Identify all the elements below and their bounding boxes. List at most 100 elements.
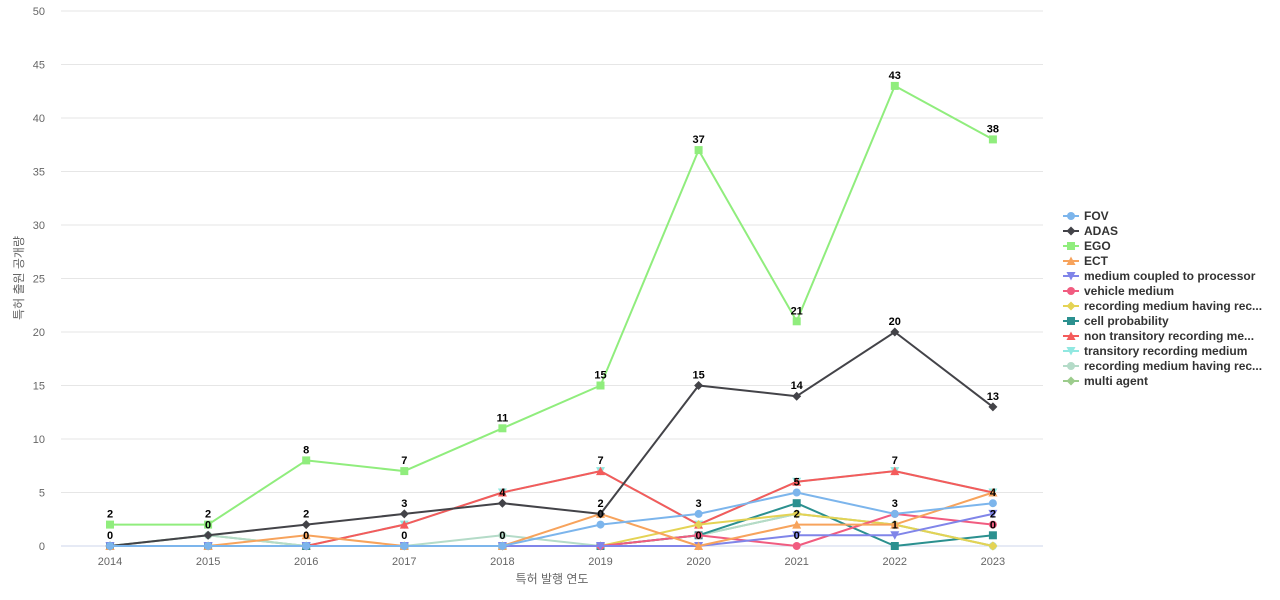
x-tick-label: 2020 [686, 556, 710, 568]
data-point-non-transitory-recording-me [596, 466, 605, 476]
data-point-adas [203, 530, 213, 540]
series-fov [106, 488, 997, 550]
legend-label: ECT [1084, 254, 1109, 268]
y-tick-label: 15 [33, 381, 45, 393]
y-tick-label: 10 [33, 434, 45, 446]
data-point-ego [694, 146, 703, 155]
data-point-fov [400, 542, 409, 550]
legend-symbol [1067, 212, 1075, 220]
data-point-fov [694, 509, 703, 518]
data-point-medium-coupled-to-processor [890, 531, 900, 540]
series-lines [105, 81, 998, 551]
data-point-ect [988, 488, 998, 497]
legend-symbol [1066, 272, 1076, 281]
data-point-fov [988, 499, 997, 508]
data-labels: 2020820730114015720371530211452043207313… [107, 70, 999, 542]
legend-symbol [1066, 226, 1076, 236]
data-point-non-transitory-recording-me [497, 488, 507, 497]
data-label: 5 [794, 477, 800, 489]
data-point-adas [988, 402, 998, 412]
x-tick-label: 2021 [784, 556, 808, 568]
data-point-ect [694, 541, 704, 550]
legend-item-fov[interactable]: FOV [1063, 209, 1109, 223]
data-point-cell-probability [890, 542, 899, 550]
legend-item-ect[interactable]: ECT [1063, 254, 1109, 268]
x-tick-label: 2022 [883, 556, 907, 568]
legend-item-vehicle-medium[interactable]: vehicle medium [1063, 284, 1174, 298]
data-label: 37 [692, 134, 704, 146]
legend-symbol [1067, 317, 1075, 325]
legend-item-cell-probability[interactable]: cell probability [1063, 314, 1169, 328]
data-point-recording-medium-having-rec [792, 509, 802, 519]
legend-item-non-transitory-recording-me[interactable]: non transitory recording me... [1063, 329, 1254, 343]
legend-symbol [1066, 331, 1076, 340]
data-point-recording-medium-having-rec [694, 520, 704, 530]
data-point-fov [302, 542, 311, 550]
data-point-fov [204, 542, 213, 550]
data-point-vehicle-medium [988, 520, 997, 529]
x-axis-title: 특허 발행 연도 [516, 571, 589, 586]
legend-item-transitory-recording-medium[interactable]: transitory recording medium [1063, 344, 1247, 358]
data-point-cell-probability [792, 499, 801, 508]
legend-item-recording-medium-having-rec[interactable]: recording medium having rec... [1063, 299, 1262, 313]
data-label: 4 [499, 487, 506, 499]
series-line-fov [109, 491, 994, 547]
legend-symbol [1066, 376, 1076, 386]
data-label: 2 [597, 498, 603, 510]
data-label: 0 [401, 530, 407, 542]
legend-item-recording-medium-having-rec[interactable]: recording medium having rec... [1063, 359, 1262, 373]
data-point-medium-coupled-to-processor [596, 542, 605, 551]
x-tick-label: 2017 [392, 556, 416, 568]
data-label: 2 [107, 509, 113, 521]
data-point-adas [596, 509, 605, 519]
legend-label: multi agent [1084, 374, 1148, 388]
y-tick-label: 45 [33, 60, 45, 72]
legend-symbol [1067, 242, 1075, 250]
legend-label: vehicle medium [1084, 284, 1174, 298]
x-tick-label: 2014 [98, 556, 122, 568]
data-point-medium-coupled-to-processor [792, 531, 802, 540]
data-point-ego [890, 81, 899, 90]
legend-item-ego[interactable]: EGO [1063, 239, 1111, 253]
legend-symbol [1066, 347, 1076, 356]
data-point-non-transitory-recording-me [890, 466, 900, 476]
data-label: 0 [205, 519, 211, 531]
legend-item-medium-coupled-to-processor[interactable]: medium coupled to processor [1063, 269, 1256, 283]
data-label: 4 [990, 487, 997, 499]
data-label: 7 [401, 455, 407, 467]
series-line-ego [109, 84, 994, 526]
y-tick-label: 5 [39, 488, 45, 500]
series-line-adas [109, 331, 994, 547]
legend-label: recording medium having rec... [1084, 359, 1262, 373]
data-label: 0 [990, 519, 996, 531]
legend-label: ADAS [1084, 224, 1118, 238]
data-label: 0 [499, 530, 505, 542]
data-label: 8 [303, 444, 309, 456]
data-label: 3 [892, 498, 898, 510]
data-label: 0 [696, 530, 702, 542]
data-point-fov [792, 488, 801, 497]
series-line-ect [109, 491, 994, 547]
data-point-adas [399, 509, 409, 519]
y-tick-label: 30 [33, 220, 45, 232]
data-point-ego [106, 520, 114, 529]
data-label: 11 [497, 412, 509, 424]
y-tick-label: 40 [33, 113, 45, 125]
data-point-non-transitory-recording-me [399, 520, 409, 529]
y-tick-label: 25 [33, 274, 45, 286]
data-label: 14 [791, 380, 804, 392]
data-point-ego [400, 467, 409, 476]
x-tick-label: 2019 [588, 556, 612, 568]
legend-item-multi-agent[interactable]: multi agent [1063, 374, 1148, 388]
series-ego [106, 81, 997, 529]
data-point-vehicle-medium [792, 542, 801, 550]
data-point-ego [498, 424, 507, 433]
data-point-fov [596, 520, 605, 529]
legend-symbol [1067, 362, 1075, 370]
legend-item-adas[interactable]: ADAS [1063, 224, 1118, 238]
data-label: 20 [889, 316, 901, 328]
data-label: 15 [692, 370, 704, 382]
data-label: 2 [303, 509, 309, 521]
